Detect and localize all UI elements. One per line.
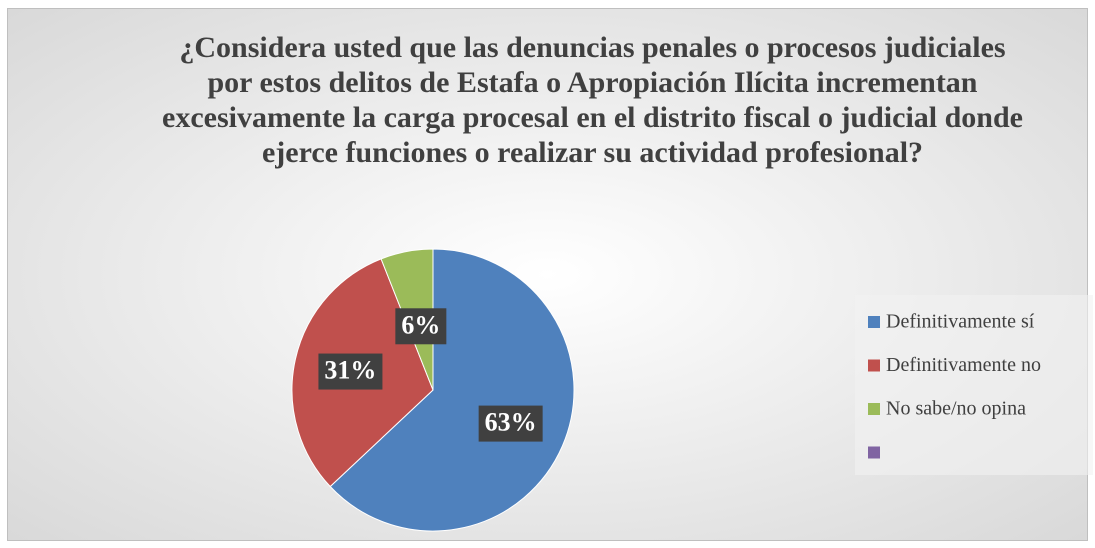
- legend-label: Definitivamente no: [886, 354, 1041, 376]
- chart-title: ¿Considera usted que las denuncias penal…: [162, 31, 1023, 169]
- legend-swatch: [868, 403, 880, 415]
- data-label-box: [395, 308, 447, 345]
- legend-swatch: [868, 359, 880, 372]
- legend-box: [855, 295, 1093, 475]
- pie-slice: [329, 248, 575, 532]
- legend-swatch: [868, 446, 880, 459]
- legend-label: Definitivamente sí: [886, 311, 1035, 333]
- data-label-box: [318, 353, 383, 390]
- legend-swatch: [868, 316, 880, 328]
- data-label: 6%: [401, 310, 440, 339]
- legend-label: No sabe/no opina: [886, 398, 1026, 420]
- data-label: 31%: [324, 356, 376, 385]
- data-label: 63%: [485, 408, 537, 437]
- data-label-box: [478, 405, 543, 442]
